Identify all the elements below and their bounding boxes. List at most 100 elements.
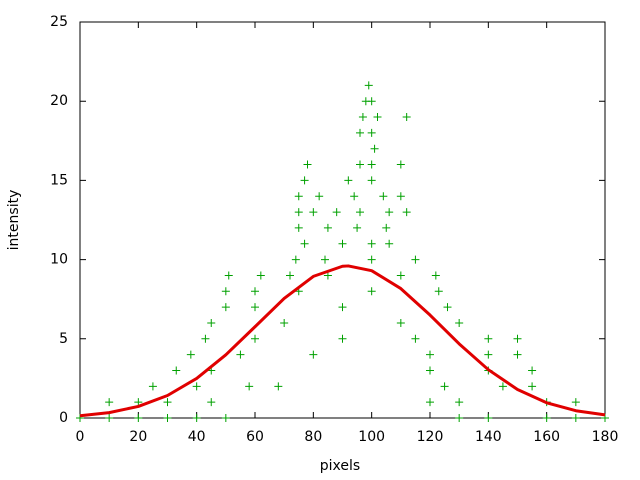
point — [245, 382, 254, 391]
point — [280, 318, 289, 327]
point — [251, 334, 259, 343]
y-tick-label: 5 — [59, 331, 68, 347]
point — [455, 414, 464, 422]
point — [356, 160, 364, 169]
point — [134, 398, 143, 407]
point — [542, 414, 551, 422]
point — [221, 303, 230, 312]
y-tick-label: 15 — [50, 172, 68, 188]
point — [356, 208, 364, 217]
point — [338, 303, 347, 312]
point — [455, 398, 464, 407]
x-tick-label: 140 — [475, 429, 502, 445]
point — [455, 318, 464, 327]
point — [385, 239, 394, 248]
point — [396, 160, 405, 169]
x-tick-label: 120 — [417, 429, 444, 445]
point — [236, 350, 245, 359]
point — [224, 271, 233, 280]
point — [411, 334, 420, 343]
point — [207, 398, 216, 407]
point — [294, 192, 303, 201]
point — [426, 398, 434, 407]
point — [172, 366, 181, 375]
point — [571, 414, 580, 422]
point — [411, 255, 420, 264]
point — [484, 350, 493, 359]
point — [315, 192, 324, 201]
point — [601, 414, 609, 422]
point — [396, 318, 405, 327]
point — [134, 414, 143, 422]
point — [431, 271, 440, 280]
point — [358, 113, 367, 122]
point — [221, 414, 230, 422]
y-tick-label: 10 — [50, 252, 68, 268]
point — [379, 192, 388, 201]
x-tick-label: 60 — [246, 429, 264, 445]
point — [367, 97, 376, 106]
point — [373, 113, 382, 122]
point — [382, 223, 391, 232]
point — [201, 334, 210, 343]
point — [163, 414, 172, 422]
point — [294, 223, 303, 232]
point — [303, 160, 312, 169]
point — [484, 334, 493, 343]
point — [367, 255, 376, 264]
point — [396, 192, 405, 201]
point — [385, 208, 394, 217]
point — [513, 334, 522, 343]
point — [338, 334, 347, 343]
point — [402, 208, 411, 217]
point — [353, 223, 362, 232]
point — [332, 208, 341, 217]
point — [513, 350, 522, 359]
point — [105, 414, 114, 422]
point — [321, 255, 329, 264]
point — [286, 271, 294, 280]
point — [364, 81, 373, 90]
point — [294, 208, 303, 217]
y-tick-label: 20 — [50, 93, 68, 109]
x-tick-label: 0 — [76, 429, 85, 445]
point — [396, 271, 405, 280]
y-tick-label: 25 — [50, 14, 68, 30]
point — [251, 287, 259, 296]
x-tick-label: 20 — [129, 429, 147, 445]
point — [367, 239, 376, 248]
point — [163, 398, 172, 407]
point — [207, 318, 216, 327]
point — [309, 350, 318, 359]
point — [443, 303, 452, 312]
point — [440, 382, 449, 391]
point — [300, 239, 309, 248]
point — [571, 398, 580, 407]
point — [426, 350, 434, 359]
point — [251, 303, 259, 312]
point — [274, 382, 283, 391]
point — [256, 271, 265, 280]
x-tick-label: 100 — [358, 429, 385, 445]
fit-curve — [79, 264, 606, 418]
point — [192, 414, 201, 422]
x-tick-label: 160 — [533, 429, 560, 445]
point — [148, 382, 157, 391]
point — [350, 192, 359, 201]
point — [528, 382, 537, 391]
point — [291, 255, 300, 264]
point — [192, 382, 201, 391]
point — [344, 176, 353, 185]
y-axis-label: intensity — [6, 190, 22, 251]
x-tick-label: 180 — [592, 429, 619, 445]
point — [309, 208, 318, 217]
point — [356, 128, 364, 137]
point — [370, 144, 379, 153]
point — [426, 366, 434, 375]
point — [338, 239, 347, 248]
point — [367, 176, 376, 185]
y-tick-label: 0 — [59, 410, 68, 426]
point — [498, 382, 507, 391]
x-axis-label: pixels — [320, 458, 360, 474]
